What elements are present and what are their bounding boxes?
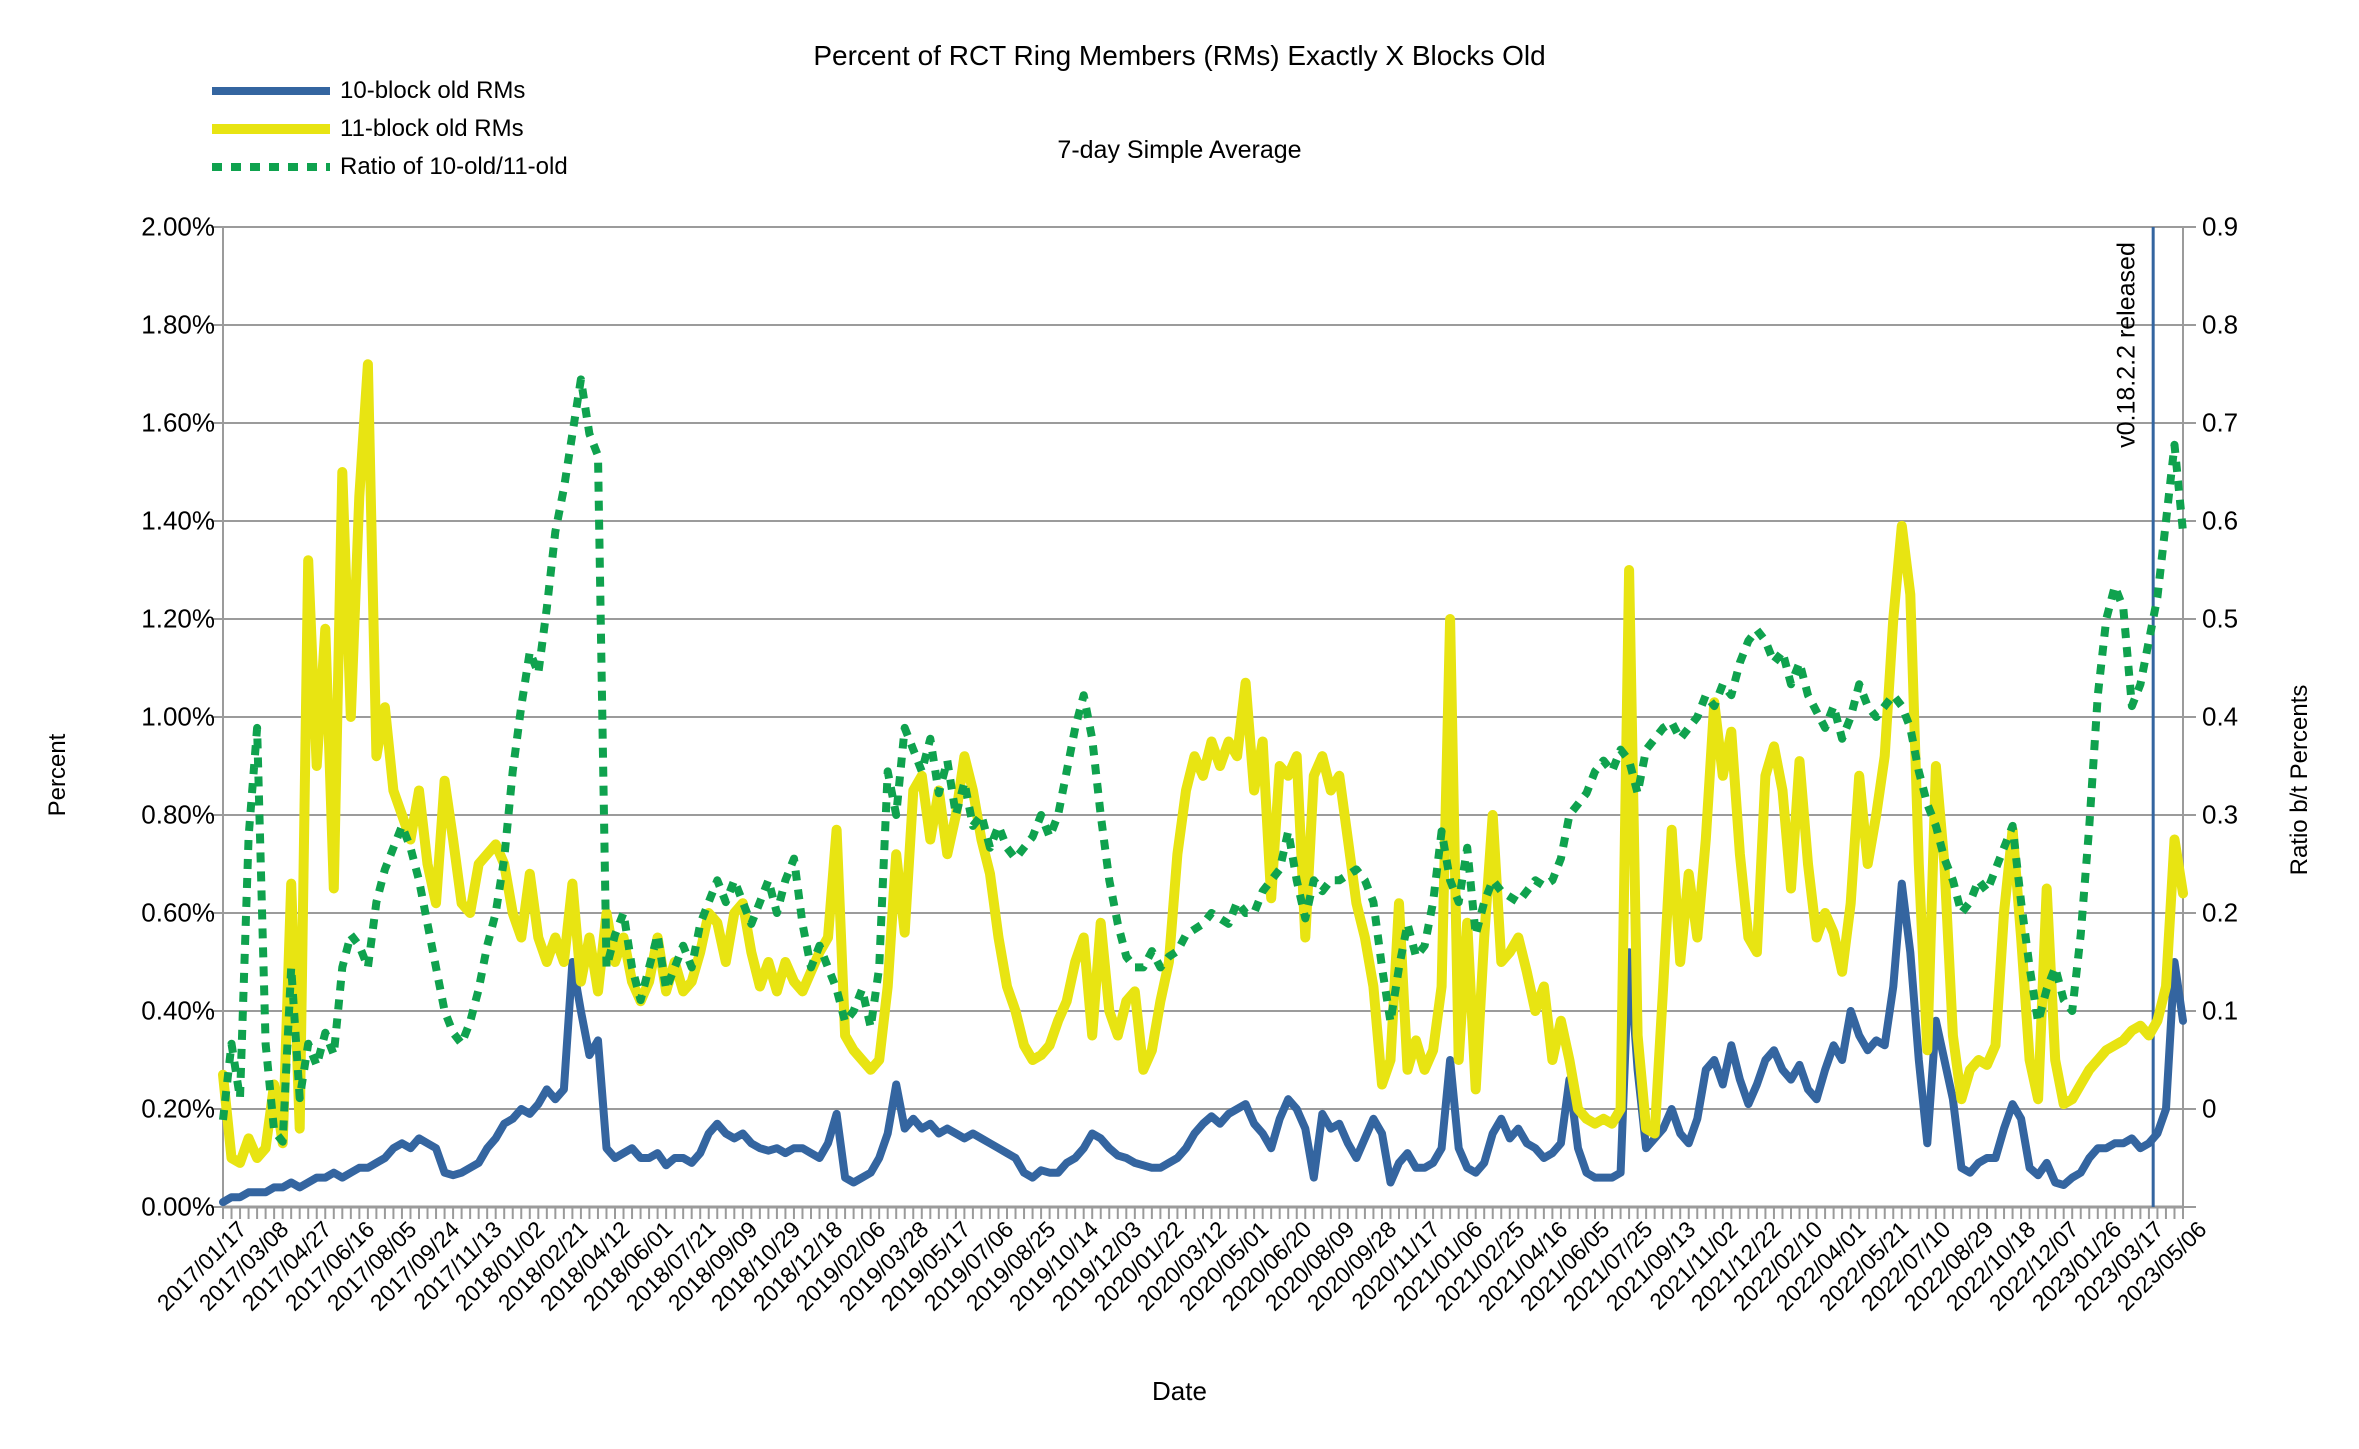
y-axis-title-right: Ratio b/t Percents (2286, 684, 2313, 876)
right-axis-label: 0.4 (2202, 701, 2239, 732)
legend-item-10-block: 10-block old RMs (212, 72, 568, 110)
left-axis-label: 1.40% (141, 505, 215, 536)
legend-label: 10-block old RMs (340, 77, 526, 104)
left-axis-label: 0.00% (141, 1191, 215, 1222)
right-axis-label: 0.1 (2202, 995, 2239, 1026)
yellow-line-swatch-icon (212, 124, 330, 134)
legend-item-ratio: Ratio of 10-old/11-old (212, 148, 568, 186)
legend-item-11-block: 11-block old RMs (212, 110, 568, 148)
chart-title: Percent of RCT Ring Members (RMs) Exactl… (813, 40, 1546, 71)
right-axis-label: 0.3 (2202, 799, 2239, 830)
release-annotation-label: v0.18.2.2 released (2112, 242, 2141, 448)
series-line-11-block (218, 359, 2188, 1168)
right-axis-label: 0.7 (2202, 407, 2239, 438)
left-axis-label: 0.80% (141, 799, 215, 830)
legend-label: 11-block old RMs (340, 115, 524, 142)
right-axis-label: 0.8 (2202, 309, 2239, 340)
left-axis-label: 1.20% (141, 603, 215, 634)
green-dotted-swatch-icon (212, 163, 330, 171)
legend-label: Ratio of 10-old/11-old (340, 153, 568, 180)
right-axis-label: 0.5 (2202, 603, 2239, 634)
left-axis-label: 1.80% (141, 309, 215, 340)
legend: 10-block old RMs 11-block old RMs Ratio … (212, 72, 568, 186)
right-axis-label: 0.6 (2202, 505, 2239, 536)
left-axis-label: 2.00% (141, 211, 215, 242)
right-axis-label: 0.9 (2202, 211, 2239, 242)
left-axis-label: 0.20% (141, 1093, 215, 1124)
left-axis-label: 1.00% (141, 701, 215, 732)
left-axis-label: 0.60% (141, 897, 215, 928)
right-axis-label: 0 (2202, 1093, 2217, 1124)
chart-subtitle: 7-day Simple Average (1057, 136, 1302, 164)
x-axis-title: Date (1152, 1376, 1207, 1406)
blue-line-swatch-icon (212, 87, 330, 95)
left-axis-label: 1.60% (141, 407, 215, 438)
right-axis-label: 0.2 (2202, 897, 2239, 928)
left-axis-label: 0.40% (141, 995, 215, 1026)
series-line-10-block (219, 879, 2187, 1207)
